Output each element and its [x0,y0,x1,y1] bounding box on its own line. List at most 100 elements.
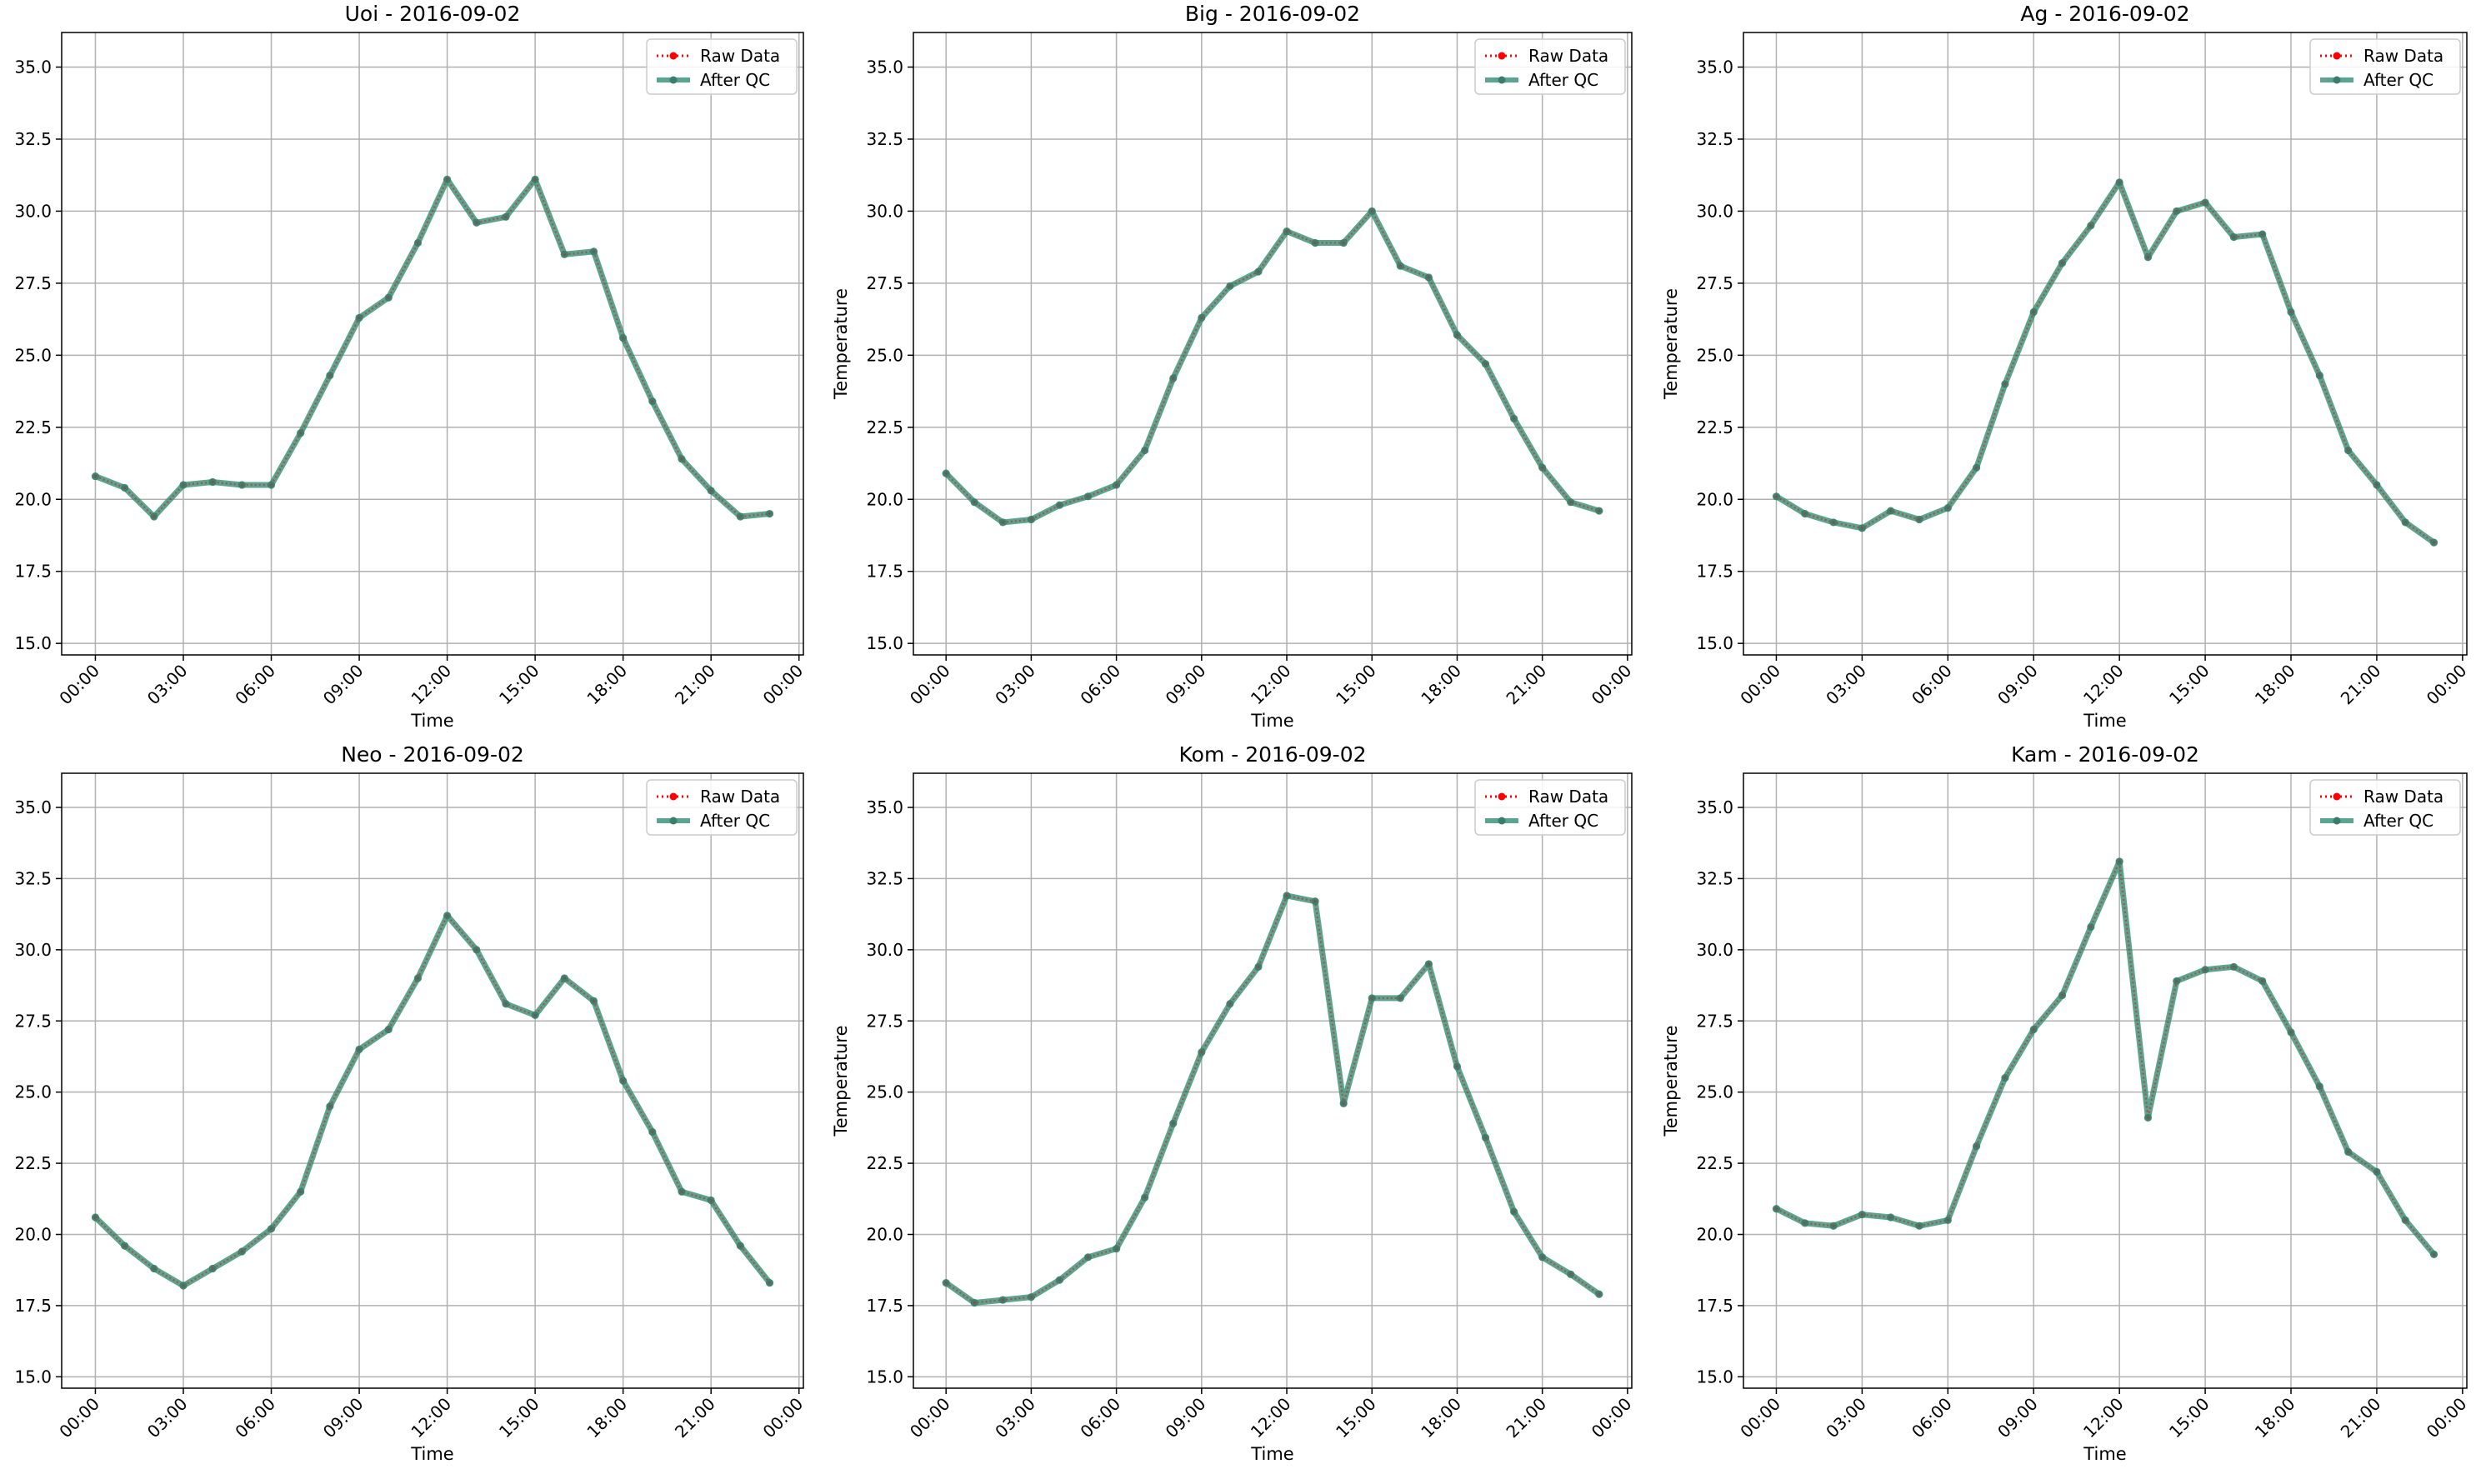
series-line-raw-data [95,177,770,518]
data-point-raw-data [1541,466,1544,469]
data-point-after-qc [1453,1062,1462,1071]
data-point-after-qc [1424,273,1433,282]
data-point-after-qc [1538,1253,1547,1262]
legend-label-after-qc: After QC [2363,70,2433,90]
x-tick-label: 15:00 [2165,1394,2213,1442]
chart-title: Big - 2016-09-02 [1185,2,1360,26]
data-point-after-qc [238,481,246,489]
legend-label-after-qc: After QC [700,811,770,831]
y-tick-label: 20.0 [14,489,52,509]
legend-label-raw-data: Raw Data [1528,46,1608,66]
data-point-after-qc [502,1000,510,1008]
data-point-after-qc [2058,991,2067,1000]
data-point-raw-data [328,373,332,377]
x-axis-label: Time [410,1444,453,1464]
x-tick-label: 03:00 [143,661,192,709]
chart-panel: Big - 2016-09-02 15.0 17.5 20.0 22.5 25.0 27.5… [831,2,1635,731]
x-axis-label: Time [1250,711,1293,731]
data-point-raw-data [2403,1218,2407,1222]
data-point-after-qc [1943,504,1952,512]
data-point-raw-data [680,457,683,461]
data-point-raw-data [475,948,478,952]
legend-label-raw-data: Raw Data [2363,787,2443,807]
legend-label-raw-data: Raw Data [2363,46,2443,66]
x-tick-label: 15:00 [2165,661,2213,709]
data-point-after-qc [1858,524,1866,532]
x-tick-label: 12:00 [407,1394,455,1442]
y-tick-label: 35.0 [866,57,903,77]
data-point-after-qc [2087,922,2095,932]
data-point-after-qc [1055,1276,1064,1284]
x-tick-label: 09:00 [1993,661,2042,709]
data-point-raw-data [1172,1122,1175,1125]
x-tick-label: 00:00 [1588,661,1636,709]
data-point-after-qc [443,912,452,920]
legend-marker-after-qc [2333,817,2341,825]
data-point-after-qc [2143,1113,2153,1122]
y-tick-label: 27.5 [866,273,903,293]
y-tick-label: 25.0 [14,1082,52,1102]
data-point-after-qc [942,469,950,477]
data-point-after-qc [2229,232,2238,242]
data-point-raw-data [1029,1296,1033,1299]
x-tick-label: 09:00 [319,661,368,709]
data-point-after-qc [150,512,158,521]
legend-marker-raw-data [1498,792,1506,801]
data-point-raw-data [416,241,420,245]
series-line-after-qc [1773,858,2438,1257]
data-point-after-qc [238,1247,246,1256]
x-tick-label: 00:00 [906,661,954,709]
data-point-raw-data [153,1267,156,1271]
data-point-after-qc [2429,538,2438,547]
data-point-after-qc [208,477,217,487]
data-point-raw-data [182,1284,185,1287]
y-tick-label: 15.0 [1696,633,1733,653]
legend-marker-raw-data [2333,52,2341,60]
y-tick-label: 27.5 [14,273,52,293]
x-tick-label: 15:00 [495,1394,543,1442]
y-tick-label: 25.0 [1696,345,1733,365]
data-point-after-qc [179,481,188,489]
data-point-after-qc [1141,1193,1149,1202]
data-point-raw-data [2318,373,2321,377]
y-tick-label: 15.0 [866,1367,903,1387]
y-tick-label: 22.5 [14,417,52,437]
data-point-raw-data [1398,264,1402,267]
data-point-after-qc [1198,1048,1206,1057]
x-tick-label: 21:00 [2337,1394,2385,1442]
y-tick-label: 20.0 [1696,489,1733,509]
data-point-raw-data [1001,1298,1004,1302]
data-point-raw-data [2118,181,2121,184]
data-point-raw-data [709,1198,713,1202]
data-point-raw-data [2232,965,2235,968]
y-axis-label: Temperature [831,1025,851,1137]
plot-frame [913,772,1633,1389]
data-point-raw-data [2432,1252,2436,1257]
data-point-after-qc [297,1187,305,1196]
data-point-after-qc [560,974,568,982]
data-point-raw-data [1975,1144,1978,1148]
data-point-after-qc [355,313,363,322]
series-line-raw-data [94,913,771,1287]
data-point-raw-data [1228,284,1232,287]
data-point-after-qc [648,397,657,406]
data-point-after-qc [1368,994,1376,1002]
data-point-after-qc [1027,1293,1035,1302]
data-point-raw-data [1832,521,1835,524]
data-point-raw-data [1001,521,1004,524]
data-point-after-qc [1481,1133,1490,1142]
y-tick-label: 27.5 [1696,273,1733,293]
chart-title: Uoi - 2016-09-02 [345,2,521,26]
x-tick-label: 00:00 [759,1394,808,1442]
y-axis-label: Temperature [831,288,851,400]
y-tick-label: 25.0 [866,345,903,365]
y-tick-label: 17.5 [866,1296,903,1316]
data-point-after-qc [1829,1222,1838,1230]
data-point-raw-data [1058,1278,1062,1282]
data-point-after-qc [1396,994,1404,1002]
data-point-after-qc [267,1225,276,1233]
x-tick-label: 00:00 [759,661,808,709]
data-point-after-qc [2201,966,2209,974]
x-tick-label: 03:00 [143,1394,192,1442]
data-point-raw-data [2203,968,2207,972]
